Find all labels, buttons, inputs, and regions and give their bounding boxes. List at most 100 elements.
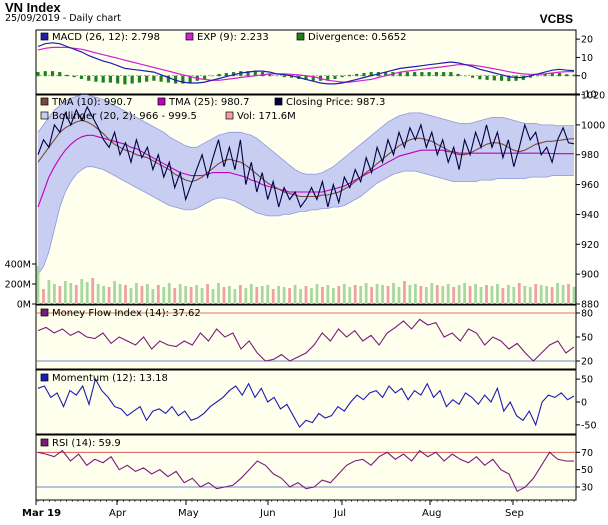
volume-bar [403, 281, 406, 304]
divergence-bar [470, 75, 475, 78]
volume-bar [151, 289, 155, 304]
volume-bar [167, 283, 171, 304]
rsi-ytick-label: 70 [581, 448, 593, 459]
volume-bar [233, 289, 237, 304]
volume-bar [53, 284, 56, 304]
volume-ytick-label: 200M [5, 280, 31, 291]
volume-bar [501, 288, 505, 304]
divergence-bar [289, 75, 294, 78]
volume-ytick-label: 400M [5, 260, 31, 271]
volume-bar [299, 289, 302, 304]
volume-bar [463, 283, 467, 304]
divergence-bar [384, 72, 388, 77]
volume-bar [129, 288, 133, 304]
exp-line [37, 46, 575, 83]
divergence-bar [94, 75, 98, 82]
volume-bar [255, 287, 259, 304]
volume-bar [47, 280, 51, 304]
divergence-bar [340, 75, 344, 78]
volume-bar [326, 285, 330, 304]
divergence-bar [224, 72, 228, 77]
price-legend-swatch [274, 97, 283, 106]
divergence-bar [369, 72, 373, 77]
divergence-bar [152, 75, 156, 81]
divergence-bar [355, 73, 359, 77]
divergence-bar [58, 72, 62, 77]
mfi-legend-label: Money Flow Index (14): 37.62 [52, 308, 201, 319]
divergence-bar [507, 75, 511, 82]
mfi-ytick-label: 50 [581, 333, 593, 344]
divergence-bar [137, 75, 142, 83]
volume-bar [271, 289, 275, 304]
volume-bar [118, 284, 122, 304]
volume-bar [249, 284, 253, 304]
divergence-bar [116, 75, 120, 84]
rsi-legend-swatch [40, 438, 49, 447]
divergence-bar [565, 74, 569, 77]
rsi-ytick-label: 30 [581, 483, 593, 494]
divergence-bar [217, 73, 221, 77]
divergence-bar [449, 72, 453, 77]
divergence-bar [166, 75, 170, 83]
momentum-line [37, 377, 575, 429]
volume-bar [113, 281, 116, 304]
divergence-bar [253, 71, 257, 77]
divergence-bar [123, 75, 127, 85]
volume-bar [260, 286, 264, 304]
momentum-ytick-label: 50 [581, 375, 593, 386]
macd-legend-label: Divergence: 0.5652 [308, 32, 407, 43]
volume-bar [145, 284, 149, 304]
mfi-ytick-label: 20 [581, 357, 593, 368]
divergence-bar [333, 75, 337, 79]
mfi-line [37, 318, 575, 362]
volume-bar [36, 266, 40, 304]
volume-bar [206, 284, 209, 304]
price-ytick-label: 920 [581, 240, 599, 251]
volume-bar [567, 284, 570, 304]
volume-bar [375, 284, 379, 304]
volume-bar [293, 285, 297, 304]
momentum-ytick-label: 0 [581, 398, 587, 409]
divergence-bar [528, 75, 533, 78]
volume-bar [496, 284, 499, 304]
divergence-bar [514, 75, 518, 81]
volume-bar [288, 288, 291, 304]
volume-bar [321, 287, 324, 304]
macd-ytick-label: 0 [581, 71, 587, 82]
bollinger-lower-line [37, 166, 574, 275]
macd-legend-swatch [40, 32, 49, 41]
volume-bar [337, 286, 341, 304]
divergence-bar [326, 75, 330, 80]
price-legend-label: TMA (10): 990.7 [51, 97, 132, 108]
price-legend-label: Closing Price: 987.3 [286, 97, 385, 108]
momentum-ytick-label: -50 [581, 420, 597, 431]
volume-bar [474, 284, 477, 304]
volume-bar [63, 281, 67, 304]
price-ytick-label: 880 [581, 300, 599, 311]
price-ytick-label: 1000 [581, 120, 605, 131]
divergence-bar [434, 72, 438, 77]
volume-bar [282, 287, 286, 304]
rsi-legend-label: RSI (14): 59.9 [52, 438, 121, 449]
chart-subtitle: 25/09/2019 - Daily chart [5, 13, 121, 24]
volume-bar [550, 287, 554, 304]
volume-bar [85, 282, 89, 304]
volume-bar [162, 287, 166, 304]
macd-legend-label: MACD (26, 12): 2.798 [52, 32, 160, 43]
price-legend-swatch [40, 97, 49, 106]
volume-bar [517, 283, 521, 304]
price-ytick-label: 980 [581, 150, 599, 161]
volume-bar [156, 285, 160, 304]
mfi-panel [35, 304, 577, 370]
divergence-bar [492, 75, 496, 81]
volume-bar [266, 285, 270, 304]
volume-bar [381, 285, 384, 304]
volume-bar [446, 284, 450, 304]
divergence-bar [188, 75, 192, 83]
divergence-bar [405, 72, 410, 77]
volume-bar [228, 286, 231, 304]
volume-bar [69, 283, 73, 304]
volume-bar [91, 278, 95, 304]
divergence-bar [231, 72, 236, 77]
price-legend-swatch [157, 97, 166, 106]
